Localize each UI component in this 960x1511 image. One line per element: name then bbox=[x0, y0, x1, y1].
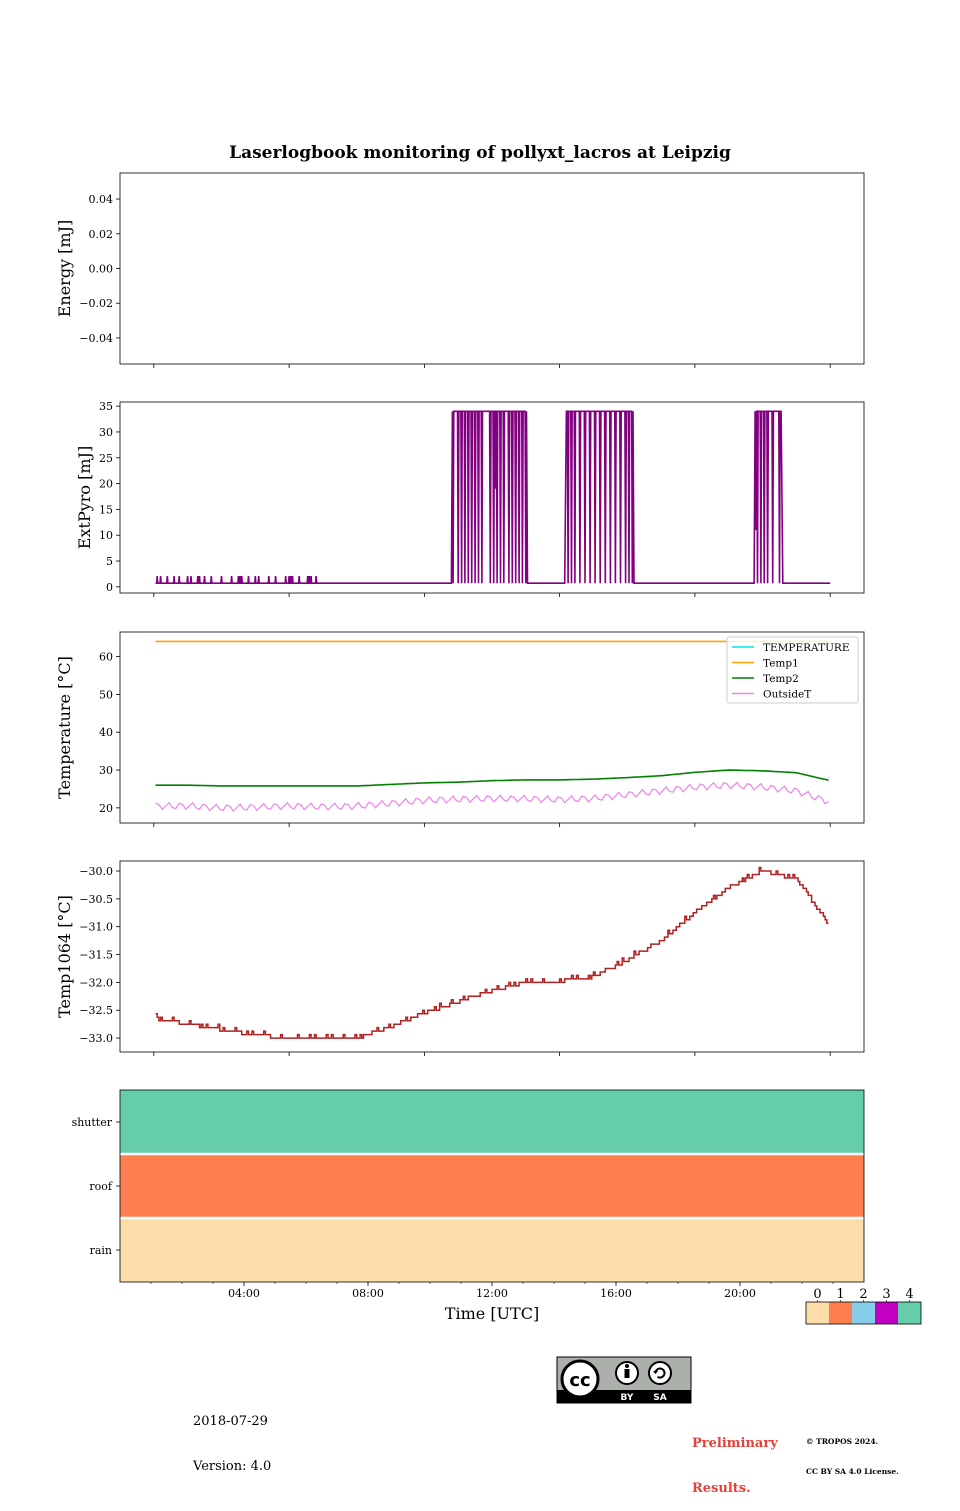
ytick-label: −32.0 bbox=[79, 976, 113, 989]
series-line-temp2 bbox=[155, 769, 829, 787]
xtick-label: 12:00 bbox=[476, 1287, 508, 1300]
legend-label-temp2: Temp2 bbox=[763, 673, 799, 685]
cc-license-badge[interactable]: cc BY SA bbox=[556, 1356, 692, 1404]
copyright-line-2: CC BY SA 4.0 License. bbox=[806, 1467, 899, 1476]
flag-row-shutter bbox=[120, 1090, 864, 1154]
panel-flags: shutter roof rain 04:00 08:00 12:00 16:00 20:00… bbox=[72, 1089, 922, 1325]
ytick-label: 10 bbox=[99, 529, 113, 542]
x-axis-label: Time [UTC] bbox=[445, 1304, 539, 1323]
xtick-label: 08:00 bbox=[352, 1287, 384, 1300]
legend-label-outsidet: OutsideT bbox=[763, 689, 811, 701]
legend: TEMPERATURE Temp1 Temp2 OutsideT bbox=[726, 636, 859, 704]
chart-title: Laserlogbook monitoring of pollyxt_lacro… bbox=[229, 143, 731, 163]
panel-extpyro: 0 5 10 15 20 25 30 35 ExtPyro [mJ] bbox=[75, 400, 865, 597]
ytick-label: 5 bbox=[106, 555, 113, 568]
xtick-label: 20:00 bbox=[724, 1287, 756, 1300]
legend-frame bbox=[726, 636, 859, 704]
series-line-outsidet bbox=[155, 781, 829, 812]
colorbar-swatch-1 bbox=[829, 1302, 852, 1324]
date-label: 2018-07-29 bbox=[193, 1414, 268, 1429]
y-axis-label: Energy [mJ] bbox=[55, 220, 74, 318]
colorbar-swatch-0 bbox=[806, 1302, 829, 1324]
ytick-label: 25 bbox=[99, 452, 113, 465]
ytick-label: 0 bbox=[106, 581, 113, 594]
flag-row-roof bbox=[120, 1154, 864, 1218]
ytick-label: 50 bbox=[99, 688, 113, 701]
badge-sa-label: SA bbox=[653, 1393, 666, 1403]
ytick-label: 30 bbox=[99, 426, 113, 439]
ytick-label: −31.0 bbox=[79, 921, 113, 934]
series-line bbox=[155, 866, 829, 1039]
y-axis-label: Temp1064 [°C] bbox=[55, 895, 74, 1018]
cc-icon bbox=[560, 1359, 600, 1399]
ytick-label: 35 bbox=[99, 400, 113, 413]
ytick-label: −0.04 bbox=[79, 332, 113, 345]
preliminary-line-1: Preliminary bbox=[692, 1436, 778, 1451]
share-alike-icon bbox=[648, 1361, 672, 1385]
ytick-label: 40 bbox=[99, 726, 113, 739]
colorbar-tick-label: 0 bbox=[813, 1287, 821, 1302]
ytick-label: −33.0 bbox=[79, 1032, 113, 1045]
ytick-label: 0.00 bbox=[89, 263, 114, 276]
series-line bbox=[155, 410, 831, 585]
xtick-label: 16:00 bbox=[600, 1287, 632, 1300]
svg-text:cc: cc bbox=[569, 1370, 590, 1391]
preliminary-line-2: Results. bbox=[692, 1481, 751, 1496]
ytick-label: 15 bbox=[99, 503, 113, 516]
figure: Laserlogbook monitoring of pollyxt_lacro… bbox=[55, 143, 922, 1404]
row-label-roof: roof bbox=[89, 1180, 113, 1193]
ytick-label: 0.04 bbox=[89, 193, 114, 206]
ytick-label: 20 bbox=[99, 802, 113, 815]
row-label-shutter: shutter bbox=[72, 1116, 113, 1129]
y-axis-label: ExtPyro [mJ] bbox=[75, 446, 94, 549]
legend-label-temp1: Temp1 bbox=[763, 658, 799, 670]
colorbar-swatch-4 bbox=[898, 1302, 921, 1324]
colorbar-swatch-2 bbox=[852, 1302, 875, 1324]
colorbar-tick-label: 2 bbox=[859, 1287, 867, 1302]
panel-temp1064: −33.0 −32.5 −32.0 −31.5 −31.0 −30.5 −30.0 Temp1… bbox=[55, 860, 865, 1056]
ytick-label: −31.5 bbox=[79, 949, 113, 962]
copyright-note: © TROPOS 2024. CC BY SA 4.0 License. bbox=[806, 1417, 899, 1487]
ytick-label: 30 bbox=[99, 764, 113, 777]
colorbar-tick-label: 4 bbox=[905, 1287, 913, 1302]
axes-frame bbox=[119, 401, 865, 594]
row-label-rain: rain bbox=[90, 1244, 112, 1257]
axes-frame bbox=[119, 860, 865, 1053]
panel-energy: −0.04 −0.02 0.00 0.02 0.04 Energy [mJ] bbox=[55, 172, 865, 368]
date-version-block: 2018-07-29 Version: 4.0 bbox=[193, 1384, 271, 1489]
colorbar-tick-label: 1 bbox=[836, 1287, 844, 1302]
colorbar-swatch-3 bbox=[875, 1302, 898, 1324]
ytick-label: 60 bbox=[99, 651, 113, 664]
axes-frame bbox=[119, 172, 865, 365]
ytick-label: −0.02 bbox=[79, 297, 113, 310]
version-label: Version: 4.0 bbox=[193, 1459, 272, 1474]
badge-by-label: BY bbox=[621, 1393, 634, 1403]
ytick-label: −30.0 bbox=[79, 865, 113, 878]
legend-label-temperature: TEMPERATURE bbox=[763, 642, 850, 654]
ytick-label: 0.02 bbox=[89, 228, 114, 241]
colorbar-tick-label: 3 bbox=[882, 1287, 890, 1302]
y-axis-label: Temperature [°C] bbox=[55, 656, 74, 799]
ytick-label: 20 bbox=[99, 478, 113, 491]
panel-temperature: 20 30 40 50 60 Temperature [°C] TEMPERATURE Tem… bbox=[55, 631, 865, 827]
xtick-label: 04:00 bbox=[228, 1287, 260, 1300]
ytick-label: −32.5 bbox=[79, 1004, 113, 1017]
copyright-line-1: © TROPOS 2024. bbox=[806, 1437, 879, 1446]
flag-row-rain bbox=[120, 1218, 864, 1282]
colorbar-frame bbox=[805, 1301, 922, 1325]
ytick-label: −30.5 bbox=[79, 893, 113, 906]
preliminary-note: Preliminary Results. bbox=[692, 1406, 778, 1511]
